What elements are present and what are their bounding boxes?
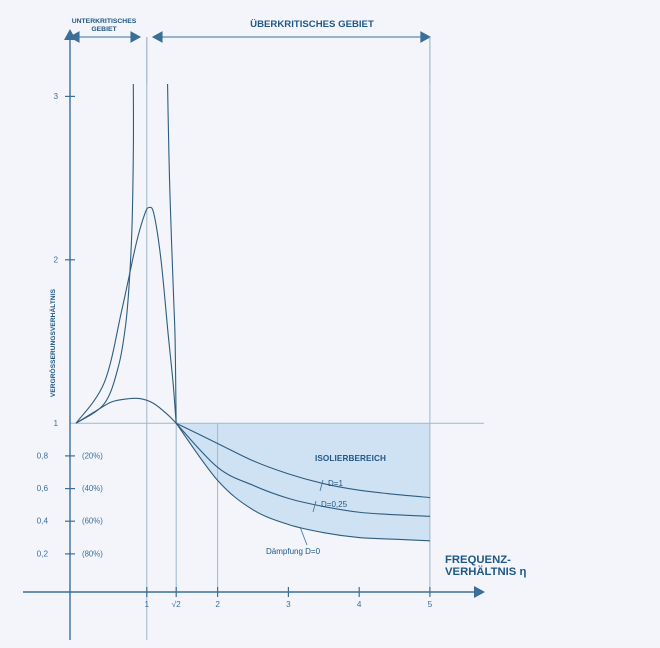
svg-text:√2: √2 xyxy=(172,600,181,609)
svg-text:GEBIET: GEBIET xyxy=(91,26,117,33)
svg-text:0,2: 0,2 xyxy=(37,549,49,558)
svg-text:(80%): (80%) xyxy=(82,549,103,558)
svg-text:Dämpfung D=0: Dämpfung D=0 xyxy=(266,547,321,556)
svg-text:3: 3 xyxy=(286,600,291,609)
svg-text:D=0,25: D=0,25 xyxy=(321,500,348,509)
svg-text:UNTERKRITISCHES: UNTERKRITISCHES xyxy=(72,18,137,25)
svg-text:(40%): (40%) xyxy=(82,484,103,493)
svg-text:0,6: 0,6 xyxy=(37,484,49,493)
svg-text:(20%): (20%) xyxy=(82,452,103,461)
svg-text:1: 1 xyxy=(53,419,58,428)
svg-text:D=1: D=1 xyxy=(328,479,343,488)
svg-text:ÜBERKRITISCHES GEBIET: ÜBERKRITISCHES GEBIET xyxy=(250,19,374,30)
svg-text:FREQUENZ-: FREQUENZ- xyxy=(445,554,511,566)
svg-text:5: 5 xyxy=(428,600,433,609)
svg-text:1: 1 xyxy=(145,600,150,609)
svg-text:3: 3 xyxy=(53,92,58,101)
svg-text:VERHÄLTNIS η: VERHÄLTNIS η xyxy=(445,565,526,578)
svg-text:ISOLIERBEREICH: ISOLIERBEREICH xyxy=(315,454,386,463)
svg-text:(60%): (60%) xyxy=(82,517,103,526)
svg-text:0,8: 0,8 xyxy=(37,452,49,461)
svg-text:VERGRÖSSERUNGSVERHÄLTNIS: VERGRÖSSERUNGSVERHÄLTNIS xyxy=(48,288,57,397)
svg-text:2: 2 xyxy=(215,600,220,609)
svg-text:4: 4 xyxy=(357,600,362,609)
svg-text:0,4: 0,4 xyxy=(37,517,49,526)
svg-text:2: 2 xyxy=(53,256,58,265)
